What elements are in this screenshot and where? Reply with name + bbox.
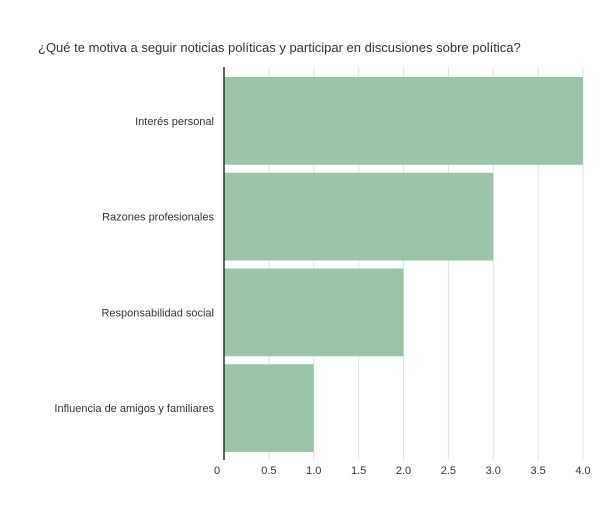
bar (224, 172, 494, 261)
x-tick-label: 0.5 (261, 465, 276, 477)
category-label: Influencia de amigos y familiares (54, 403, 214, 415)
bar (224, 268, 404, 357)
x-tick-label: 0 (214, 465, 220, 477)
category-label: Razones profesionales (102, 212, 214, 224)
bar (224, 364, 314, 452)
bar (224, 77, 583, 165)
x-tick-label: 2.5 (441, 465, 456, 477)
x-tick-label: 1.5 (351, 465, 366, 477)
x-tick-label: 4.0 (575, 465, 590, 477)
category-label: Responsabilidad social (101, 307, 214, 319)
x-tick-label: 3.0 (486, 465, 501, 477)
x-tick-label: 1.0 (306, 465, 321, 477)
x-tick-label: 3.5 (530, 465, 545, 477)
chart-title: ¿Qué te motiva a seguir noticias polític… (38, 40, 521, 55)
category-label: Interés personal (135, 116, 214, 128)
x-tick-labels: 0 0.5 1.0 1.5 2.0 2.5 3.0 3.5 4.0 (214, 465, 591, 477)
x-tick-label: 2.0 (396, 465, 411, 477)
bars (224, 77, 583, 452)
category-labels: Interés personal Razones profesionales Res… (54, 116, 214, 415)
